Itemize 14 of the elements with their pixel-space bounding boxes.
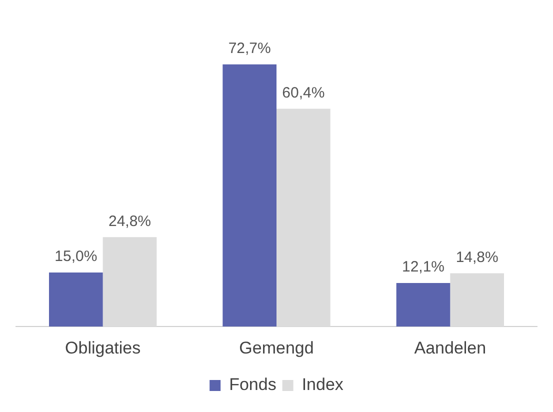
data-label: 14,8% [456, 248, 498, 266]
data-label: 24,8% [108, 212, 152, 230]
bar [48, 272, 103, 327]
x-tick-label: Obligaties [65, 338, 141, 358]
legend-label: Index [302, 375, 344, 394]
data-label: 15,0% [54, 248, 98, 266]
legend-label: Fonds [229, 375, 276, 394]
data-label: 72,7% [228, 40, 271, 57]
data-label: 60,4% [282, 84, 325, 102]
x-tick-label: Gemengd [239, 338, 314, 358]
x-tick-label: Aandelen [414, 338, 486, 358]
bar [222, 64, 276, 327]
data-label: 12,1% [402, 258, 445, 276]
bar [396, 282, 450, 327]
